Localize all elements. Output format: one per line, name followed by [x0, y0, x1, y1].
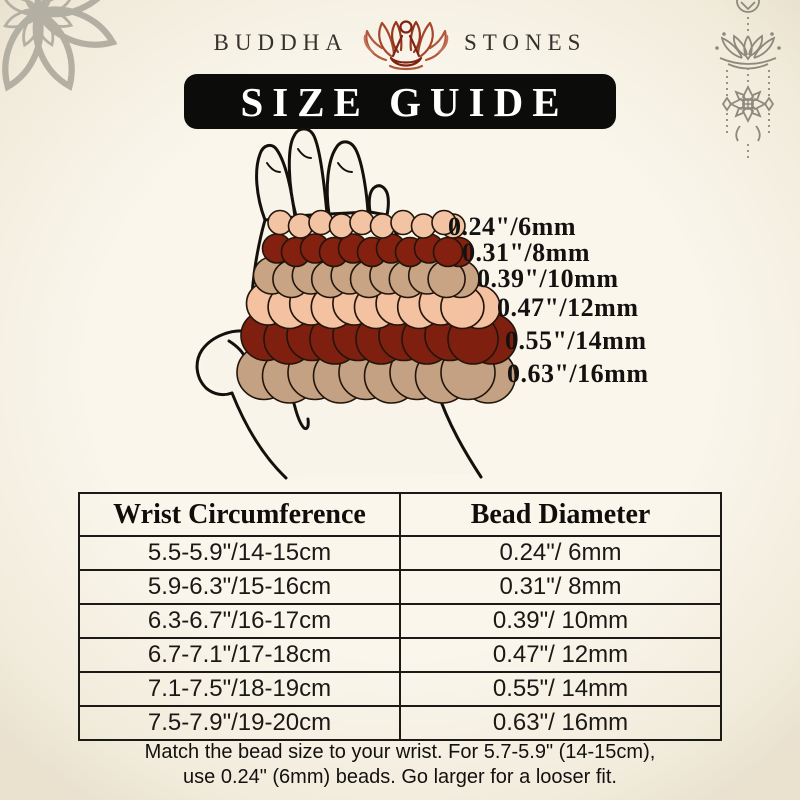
table-cell: 7.1-7.5"/18-19cm [78, 671, 401, 707]
table-row: 5.9-6.3"/15-16cm 0.31"/ 8mm [78, 569, 722, 605]
footer-line-2: use 0.24" (6mm) beads. Go larger for a l… [183, 765, 617, 788]
column-header-wrist: Wrist Circumference [78, 492, 401, 537]
table-row: 7.5-7.9"/19-20cm 0.63"/ 16mm [78, 705, 722, 741]
table-cell: 6.3-6.7"/16-17cm [78, 603, 401, 639]
table-cell: 0.55"/ 14mm [399, 671, 722, 707]
mandala-decoration [0, 0, 125, 130]
table-cell: 7.5-7.9"/19-20cm [78, 705, 401, 741]
table-cell: 6.7-7.1"/17-18cm [78, 637, 401, 673]
table-row: 7.1-7.5"/18-19cm 0.55"/ 14mm [78, 671, 722, 707]
size-table-head: Wrist Circumference Bead Diameter [78, 492, 722, 537]
brand-name-left: BUDDHA [213, 30, 348, 55]
footer-note: Match the bead size to your wrist. For 5… [0, 740, 800, 789]
size-table-body: 5.5-5.9"/14-15cm 0.24"/ 6mm 5.9-6.3"/15-16… [78, 535, 722, 741]
lotus-meditation-icon [363, 20, 449, 71]
footer-line-1: Match the bead size to your wrist. For 5… [144, 741, 656, 763]
size-guide-banner: SIZE GUIDE [184, 74, 616, 129]
table-row: 6.3-6.7"/16-17cm 0.39"/ 10mm [78, 603, 722, 639]
column-header-bead: Bead Diameter [399, 492, 722, 537]
table-cell: 0.39"/ 10mm [399, 603, 722, 639]
table-cell: 5.5-5.9"/14-15cm [78, 535, 401, 571]
table-cell: 0.24"/ 6mm [399, 535, 722, 571]
banner-title: SIZE GUIDE [240, 78, 569, 125]
table-row: 6.7-7.1"/17-18cm 0.47"/ 12mm [78, 637, 722, 673]
hand-illustration [195, 128, 518, 480]
bracelet-bead-rows [236, 209, 518, 404]
size-table: Wrist Circumference Bead Diameter 5.5-5.… [78, 492, 722, 741]
table-cell: 0.31"/ 8mm [399, 569, 722, 605]
table-row: 5.5-5.9"/14-15cm 0.24"/ 6mm [78, 535, 722, 571]
brand-logo: BUDDHA STONES [0, 12, 800, 74]
hanging-lotus-ornament-icon [715, 0, 781, 160]
brand-name-right: STONES [463, 30, 587, 55]
table-cell: 0.63"/ 16mm [399, 705, 722, 741]
table-cell: 0.47"/ 12mm [399, 637, 722, 673]
table-cell: 5.9-6.3"/15-16cm [78, 569, 401, 605]
